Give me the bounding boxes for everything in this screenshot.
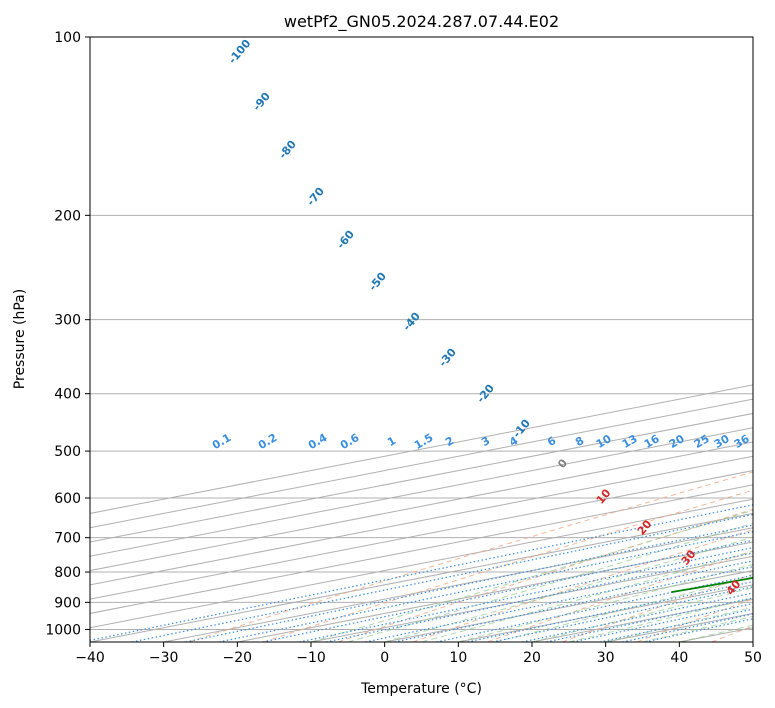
y-tick-label: 700 (54, 531, 81, 547)
y-tick-label: 200 (54, 208, 81, 224)
isotherm-line (90, 512, 753, 642)
mixing-ratio-line (218, 531, 753, 642)
mixing-ratio-line (546, 597, 753, 642)
moist-adiabat-line (679, 624, 753, 642)
y-tick-label: 100 (54, 30, 81, 46)
dry-adiabat-line (487, 550, 753, 642)
mixing-ratio-line (492, 586, 753, 642)
y-tick-label: 1000 (45, 622, 81, 638)
moist-adiabat-line (495, 576, 753, 642)
isotherm-label: -30 (436, 346, 459, 370)
moist-adiabat-line (568, 597, 753, 642)
isotherm-label: -50 (366, 270, 389, 294)
isotherm-label: -20 (474, 382, 497, 406)
x-tick-label: 10 (449, 650, 467, 666)
x-tick-label: 50 (744, 650, 762, 666)
dry-adiabat-line (636, 598, 753, 642)
mixing-ratio-label: 1 (385, 434, 398, 449)
isotherm-line (531, 598, 753, 642)
x-tick-label: 30 (597, 650, 615, 666)
x-tick-label: −20 (223, 650, 253, 666)
isotherm-line (90, 427, 753, 557)
mixing-ratio-line (185, 524, 753, 642)
isotherm-line (679, 627, 753, 642)
mixing-ratio-line (365, 560, 753, 642)
isotherm-line (752, 641, 753, 642)
isotherm-label: 0 (555, 456, 570, 470)
dry-adiabat-line (263, 489, 753, 642)
mixing-ratio-label: 0.4 (306, 431, 330, 452)
y-tick-label: 900 (54, 595, 81, 611)
moist-adiabat-line (642, 615, 753, 642)
isotherm-line (90, 455, 753, 586)
mixing-ratio-line (599, 608, 753, 642)
mixing-ratio-label: 20 (667, 432, 687, 451)
line-labels: -100-90-80-70-60-50-40-30-20-10010203040… (210, 37, 752, 598)
mixing-ratio-line (521, 592, 753, 642)
x-tick-label: −10 (296, 650, 326, 666)
mixing-ratio-label: 2 (443, 434, 456, 449)
x-tick-label: 40 (670, 650, 688, 666)
isotherm-label: 10 (594, 486, 614, 506)
isotherm-label: 30 (679, 547, 699, 567)
data-series (671, 576, 753, 594)
x-axis: −40 −30 −20 −10 0 10 20 30 40 50 (75, 642, 762, 666)
isotherm-line (163, 527, 753, 642)
mixing-ratio-label: 0.1 (210, 431, 233, 452)
x-tick-label: −40 (75, 650, 105, 666)
y-tick-label: 500 (54, 444, 81, 460)
isotherm-label: -70 (304, 185, 327, 209)
isotherm-line (237, 541, 753, 642)
x-axis-label: Temperature (°C) (360, 681, 482, 697)
mixing-ratio-line (90, 504, 753, 641)
plot-frame (89, 36, 754, 643)
dry-adiabat-line (188, 471, 753, 642)
dewpoint-profile (671, 576, 753, 594)
moist-adiabat-line (531, 587, 753, 642)
isotherm-line (90, 498, 753, 629)
isotherm-line (90, 412, 753, 543)
isotherm-line (384, 570, 753, 642)
isotherm-label: -60 (334, 228, 357, 252)
mixing-ratio-label: 1.5 (412, 431, 435, 452)
x-tick-label: −30 (149, 650, 179, 666)
mixing-ratio-label: 10 (594, 432, 614, 451)
background-lines (90, 37, 753, 642)
mixing-ratio-label: 36 (732, 432, 752, 451)
mixing-ratio-label: 25 (692, 432, 712, 451)
mixing-ratio-line (572, 602, 753, 642)
y-tick-label: 400 (54, 387, 81, 403)
moist-adiabat-line (384, 536, 753, 642)
mixing-ratio-line (131, 513, 753, 642)
mixing-ratio-label: 0.2 (256, 431, 279, 452)
isotherm-line (90, 484, 753, 614)
mixing-ratio-label: 8 (573, 434, 586, 449)
dry-adiabat-line (562, 573, 753, 642)
dry-adiabat-line (711, 625, 753, 642)
x-tick-label: 20 (523, 650, 541, 666)
isotherm-label: -100 (226, 37, 254, 67)
y-tick-label: 800 (54, 565, 81, 581)
y-axis: 100 200 300 400 500 600 700 800 900 1000 (45, 30, 90, 638)
isotherm-label: -80 (276, 138, 299, 162)
mixing-ratio-label: 0.6 (338, 431, 362, 452)
y-axis-label: Pressure (hPa) (12, 289, 28, 389)
dry-adiabat-line (412, 529, 753, 642)
isotherm-line (90, 470, 753, 600)
y-tick-label: 300 (54, 313, 81, 329)
y-tick-label: 600 (54, 491, 81, 507)
moist-adiabat-line (347, 522, 753, 642)
isotherm-line (90, 441, 753, 572)
mixing-ratio-line (645, 618, 753, 642)
isotherm-label: -40 (400, 310, 423, 334)
chart-title: wetPf2_GN05.2024.287.07.44.E02 (284, 12, 559, 32)
mixing-ratio-label: 6 (545, 434, 558, 449)
isotherm-label: -90 (250, 90, 273, 114)
mixing-ratio-label: 13 (620, 432, 640, 451)
moist-adiabat-line (421, 550, 753, 642)
x-tick-label: 0 (380, 650, 389, 666)
mixing-ratio-line (262, 539, 753, 642)
